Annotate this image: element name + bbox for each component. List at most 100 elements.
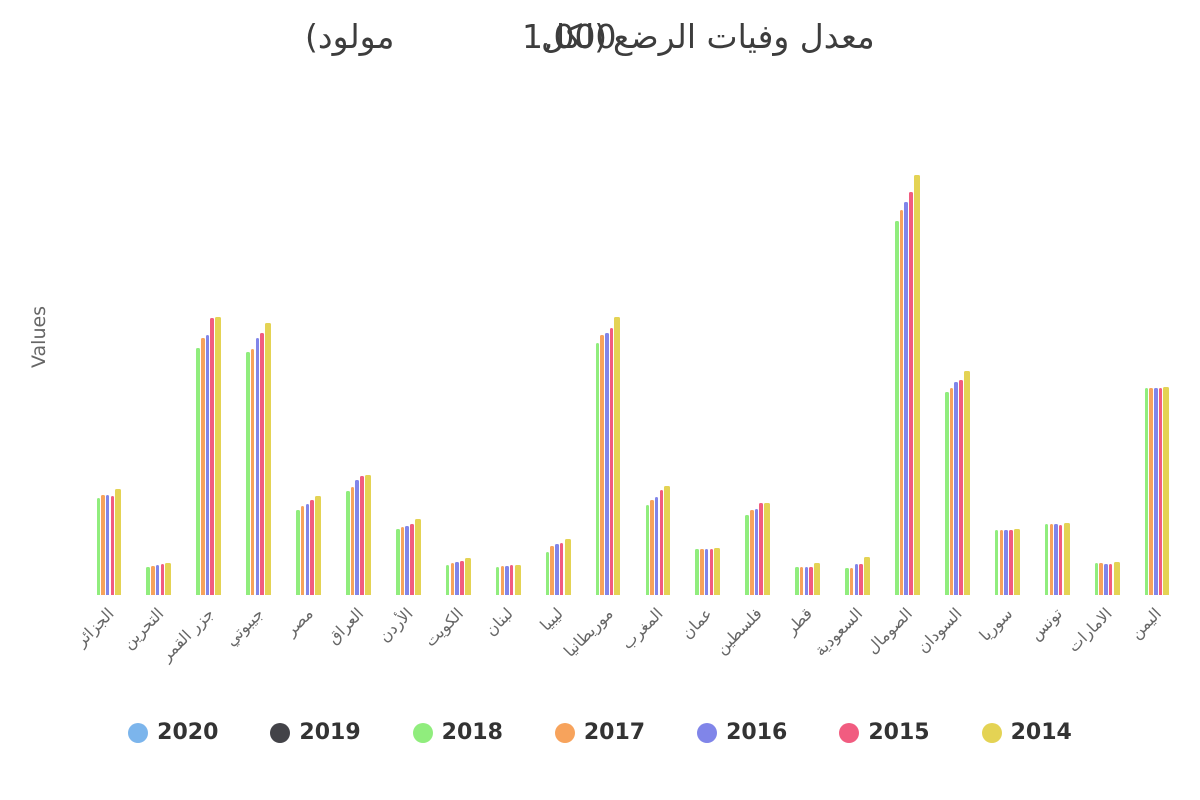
- bar-2015[interactable]: [260, 332, 264, 595]
- bar-2016[interactable]: [605, 332, 609, 595]
- bar-2018[interactable]: [296, 509, 300, 595]
- legend-item-2014[interactable]: 2014: [981, 720, 1072, 745]
- bar-2015[interactable]: [909, 192, 913, 595]
- bar-2016[interactable]: [155, 564, 160, 595]
- bar-2018[interactable]: [396, 528, 400, 595]
- bar-2016[interactable]: [1004, 529, 1008, 595]
- bar-2018[interactable]: [795, 566, 799, 595]
- bar-2014[interactable]: [1163, 387, 1170, 595]
- bar-2017[interactable]: [300, 505, 305, 595]
- bar-2017[interactable]: [949, 387, 954, 595]
- bar-2017[interactable]: [350, 486, 355, 595]
- bar-2015[interactable]: [160, 563, 165, 595]
- bar-2016[interactable]: [804, 567, 809, 595]
- bar-2018[interactable]: [1094, 562, 1099, 595]
- bar-2014[interactable]: [414, 518, 421, 595]
- bar-2017[interactable]: [799, 566, 804, 595]
- bar-2018[interactable]: [645, 504, 650, 595]
- bar-2014[interactable]: [364, 474, 371, 595]
- bar-2018[interactable]: [1144, 387, 1149, 595]
- bar-2018[interactable]: [346, 491, 350, 595]
- bar-2014[interactable]: [764, 502, 771, 595]
- bar-2017[interactable]: [700, 549, 704, 595]
- bar-2016[interactable]: [455, 562, 459, 595]
- legend-item-2020[interactable]: 2020: [128, 720, 218, 745]
- legend-item-2017[interactable]: 2017: [554, 720, 645, 745]
- bar-2018[interactable]: [945, 391, 949, 595]
- bar-2016[interactable]: [1154, 387, 1158, 595]
- bar-2017[interactable]: [500, 566, 505, 595]
- bar-2016[interactable]: [205, 334, 210, 595]
- bar-2017[interactable]: [400, 526, 405, 595]
- bar-2015[interactable]: [509, 565, 514, 595]
- bar-2016[interactable]: [355, 479, 359, 595]
- bar-2016[interactable]: [954, 381, 958, 595]
- bar-2014[interactable]: [664, 485, 671, 595]
- bar-2016[interactable]: [505, 565, 509, 595]
- bar-2015[interactable]: [809, 567, 813, 595]
- bar-2015[interactable]: [310, 500, 314, 595]
- bar-2017[interactable]: [999, 529, 1004, 595]
- bar-2014[interactable]: [913, 175, 920, 595]
- bar-2016[interactable]: [1104, 563, 1108, 595]
- bar-2015[interactable]: [759, 502, 763, 595]
- bar-2017[interactable]: [450, 563, 455, 595]
- bar-2017[interactable]: [1049, 524, 1054, 595]
- bar-2018[interactable]: [1044, 523, 1049, 595]
- bar-2016[interactable]: [904, 202, 908, 595]
- bar-2014[interactable]: [115, 489, 122, 595]
- bar-2015[interactable]: [1108, 563, 1113, 595]
- bar-2015[interactable]: [859, 563, 863, 595]
- bar-2016[interactable]: [1054, 524, 1058, 595]
- bar-2014[interactable]: [1063, 523, 1070, 595]
- bar-2015[interactable]: [659, 489, 664, 595]
- bar-2014[interactable]: [564, 539, 571, 595]
- legend-item-2015[interactable]: 2015: [839, 720, 930, 745]
- bar-2014[interactable]: [963, 370, 970, 595]
- bar-2016[interactable]: [255, 337, 260, 595]
- bar-2017[interactable]: [650, 500, 654, 595]
- bar-2016[interactable]: [405, 525, 409, 595]
- bar-2016[interactable]: [854, 563, 859, 595]
- bar-2014[interactable]: [215, 317, 222, 595]
- bar-2017[interactable]: [1099, 563, 1103, 595]
- bar-2017[interactable]: [101, 495, 105, 595]
- bar-2017[interactable]: [849, 567, 854, 595]
- legend-item-2018[interactable]: 2018: [412, 720, 503, 745]
- bar-2015[interactable]: [210, 318, 214, 595]
- bar-2014[interactable]: [714, 548, 721, 595]
- bar-2018[interactable]: [895, 221, 899, 595]
- bar-2014[interactable]: [165, 562, 172, 595]
- bar-2015[interactable]: [460, 561, 464, 595]
- bar-2017[interactable]: [1149, 387, 1153, 595]
- bar-2018[interactable]: [745, 514, 749, 595]
- bar-2015[interactable]: [709, 548, 714, 595]
- bar-2018[interactable]: [845, 567, 849, 595]
- legend-item-2016[interactable]: 2016: [697, 720, 787, 745]
- bar-2016[interactable]: [305, 503, 310, 595]
- bar-2017[interactable]: [750, 509, 754, 595]
- bar-2015[interactable]: [1058, 524, 1063, 595]
- bar-2018[interactable]: [246, 351, 250, 595]
- bar-2016[interactable]: [704, 548, 709, 595]
- bar-2017[interactable]: [151, 565, 155, 595]
- bar-2016[interactable]: [754, 508, 759, 595]
- bar-2015[interactable]: [1009, 529, 1013, 595]
- bar-2014[interactable]: [814, 562, 821, 595]
- bar-2018[interactable]: [196, 347, 200, 595]
- bar-2016[interactable]: [105, 495, 110, 595]
- bar-2018[interactable]: [545, 551, 550, 595]
- bar-2014[interactable]: [314, 496, 321, 595]
- bar-2015[interactable]: [609, 327, 614, 595]
- bar-2014[interactable]: [614, 317, 621, 595]
- bar-2014[interactable]: [863, 556, 870, 595]
- bar-2015[interactable]: [110, 496, 115, 595]
- bar-2014[interactable]: [265, 323, 272, 595]
- bar-2017[interactable]: [201, 337, 205, 595]
- bar-2015[interactable]: [1158, 387, 1163, 595]
- bar-2018[interactable]: [96, 498, 101, 595]
- bar-2018[interactable]: [994, 529, 999, 595]
- legend-item-2019[interactable]: 2019: [270, 720, 361, 745]
- bar-2018[interactable]: [695, 549, 699, 595]
- bar-2017[interactable]: [899, 210, 904, 595]
